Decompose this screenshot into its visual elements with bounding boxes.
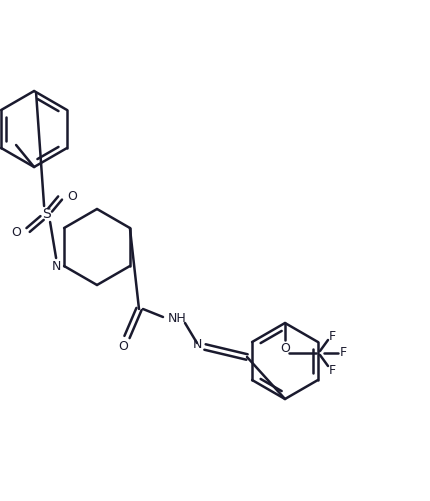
Text: O: O [67, 189, 77, 202]
Text: NH: NH [167, 313, 186, 326]
Text: O: O [280, 343, 289, 356]
Text: O: O [118, 340, 128, 353]
Text: O: O [11, 225, 21, 238]
Text: F: F [339, 347, 346, 360]
Text: N: N [192, 338, 201, 351]
Text: N: N [51, 260, 61, 273]
Text: F: F [328, 364, 335, 376]
Text: S: S [42, 207, 50, 221]
Text: F: F [328, 330, 335, 343]
